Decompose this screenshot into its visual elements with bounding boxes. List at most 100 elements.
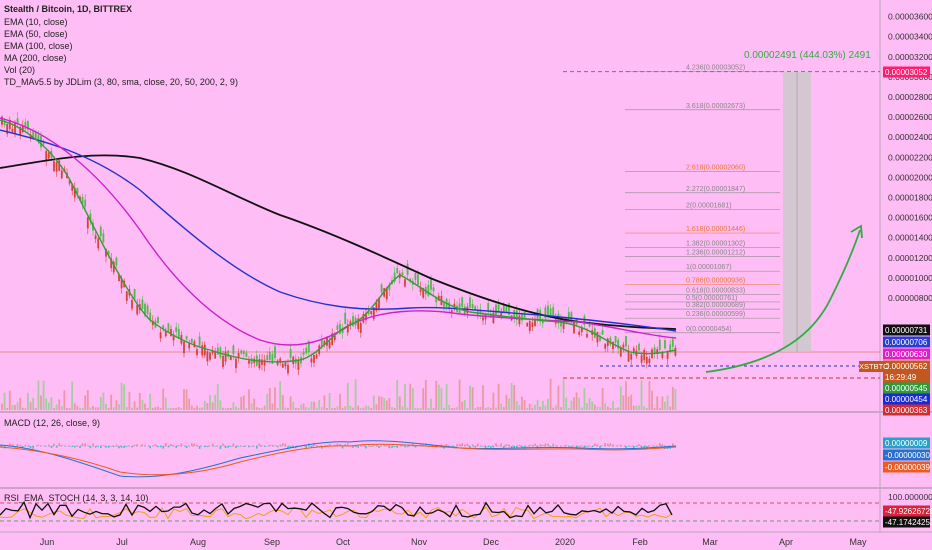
volume-bar [437, 384, 440, 410]
price-badge [883, 360, 930, 372]
macd-histogram-bar [318, 446, 320, 447]
volume-bar [24, 407, 27, 410]
indicator-volume[interactable]: Vol (20) [4, 65, 36, 75]
candle-body [352, 316, 354, 327]
macd-histogram-bar [71, 446, 73, 447]
projection-arrow [705, 229, 861, 373]
candle-body [539, 309, 542, 322]
volume-bar [92, 406, 94, 410]
candle-body [526, 322, 529, 327]
macd-histogram-bar [596, 444, 599, 446]
candle-body [193, 341, 196, 348]
macd-histogram-bar [617, 445, 619, 446]
macd-histogram-bar [1, 446, 3, 447]
volume-bar [549, 378, 552, 410]
volume-bar [136, 407, 139, 410]
price-badge-label: 0.00000363 [885, 406, 928, 415]
macd-histogram-bar [250, 446, 253, 447]
volume-bar [463, 399, 466, 410]
price-tick-label: 0.00001600 [888, 213, 932, 223]
volume-bar [500, 403, 503, 410]
candle-body [261, 359, 263, 365]
macd-histogram-bar [214, 446, 216, 447]
volume-bar [674, 389, 677, 410]
macd-label[interactable]: MACD (12, 26, close, 9) [4, 418, 101, 428]
volume-bar [586, 403, 588, 410]
candle-body [541, 320, 544, 324]
macd-histogram-bar [87, 445, 89, 446]
volume-bar [149, 393, 152, 410]
volume-bar [627, 396, 630, 410]
macd-histogram-bar [22, 446, 24, 448]
indicator-ma200[interactable]: MA (200, close) [4, 53, 67, 63]
macd-histogram-bar [422, 443, 424, 446]
candle-body [492, 312, 495, 323]
volume-bar [107, 407, 110, 410]
candle-body [331, 333, 334, 346]
candle-body [53, 161, 55, 172]
candle-body [596, 332, 599, 343]
macd-histogram-bar [113, 446, 115, 448]
volume-bar [645, 407, 648, 410]
macd-histogram-bar [500, 443, 502, 446]
indicator-ema100[interactable]: EMA (100, close) [4, 41, 73, 51]
time-tick-label: Nov [411, 537, 428, 547]
macd-histogram-bar [367, 445, 370, 446]
candle-body [190, 338, 193, 343]
macd-histogram-bar [552, 443, 554, 446]
macd-histogram-bar [516, 446, 518, 448]
macd-histogram-bar [287, 446, 289, 449]
volume-bar [245, 407, 248, 410]
volume-bar [599, 407, 601, 410]
indicator-ema50[interactable]: EMA (50, close) [4, 29, 68, 39]
volume-bar [66, 407, 68, 410]
volume-bar [658, 407, 661, 410]
price-badge [883, 404, 930, 416]
candle-body [32, 130, 35, 137]
candle-body [359, 322, 362, 333]
price-badge-label: 0.00000562 [885, 362, 928, 371]
macd-histogram-bar [204, 446, 206, 448]
macd-badge [883, 437, 930, 449]
volume-bar [29, 401, 32, 410]
candle-body [393, 272, 396, 282]
indicator-td-ma[interactable]: TD_MAv5.5 by JDLim (3, 80, sma, close, 2… [4, 77, 238, 87]
candle-body [73, 187, 76, 198]
volume-bar [479, 406, 482, 410]
candle-body [339, 323, 341, 334]
volume-bar [435, 380, 438, 410]
volume-bar [541, 400, 544, 410]
indicator-ema10[interactable]: EMA (10, close) [4, 17, 68, 27]
price-badge [883, 382, 930, 394]
volume-bar [289, 396, 292, 410]
macd-histogram-bar [279, 444, 281, 446]
candle-body [513, 310, 516, 318]
candle-body [107, 251, 110, 255]
candle-body [341, 327, 344, 334]
macd-histogram-bar [315, 445, 318, 446]
volume-bar [50, 397, 53, 410]
fib-level-label: 3.618(0.00002673) [686, 103, 745, 110]
volume-bar [508, 398, 510, 410]
volume-bar [14, 405, 16, 410]
candle-body [645, 356, 648, 364]
macd-histogram-bar [388, 446, 391, 449]
volume-bar [198, 407, 201, 410]
macd-histogram-bar [510, 446, 513, 449]
volume-bar [21, 407, 24, 410]
volume-bar [128, 391, 131, 410]
volume-bar [661, 396, 664, 410]
volume-bar [110, 394, 113, 410]
volume-bar [474, 407, 477, 410]
macd-histogram-bar [118, 446, 120, 449]
candle-body [141, 299, 144, 309]
volume-bar [97, 407, 100, 410]
rsi-label[interactable]: RSI_EMA_STOCH (14, 3, 3, 14, 10) [4, 493, 149, 503]
candle-body [222, 355, 224, 368]
volume-bar [552, 407, 555, 410]
volume-bar [323, 395, 326, 410]
candle-body [227, 350, 230, 357]
volume-bar [570, 400, 573, 410]
